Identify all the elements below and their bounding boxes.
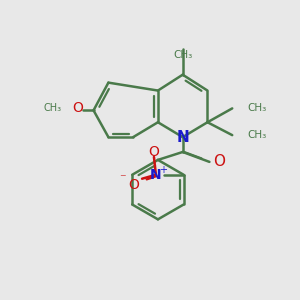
Text: CH₃: CH₃ — [173, 50, 192, 60]
Text: O: O — [129, 178, 140, 192]
Text: CH₃: CH₃ — [247, 103, 266, 113]
Text: +: + — [159, 165, 167, 175]
Text: O: O — [213, 154, 225, 169]
Text: CH₃: CH₃ — [247, 130, 266, 140]
Text: N: N — [176, 130, 189, 145]
Text: CH₃: CH₃ — [44, 103, 62, 113]
Text: ⁻: ⁻ — [119, 172, 126, 185]
Text: O: O — [148, 145, 159, 159]
Text: N: N — [150, 168, 162, 182]
Text: O: O — [72, 101, 83, 116]
